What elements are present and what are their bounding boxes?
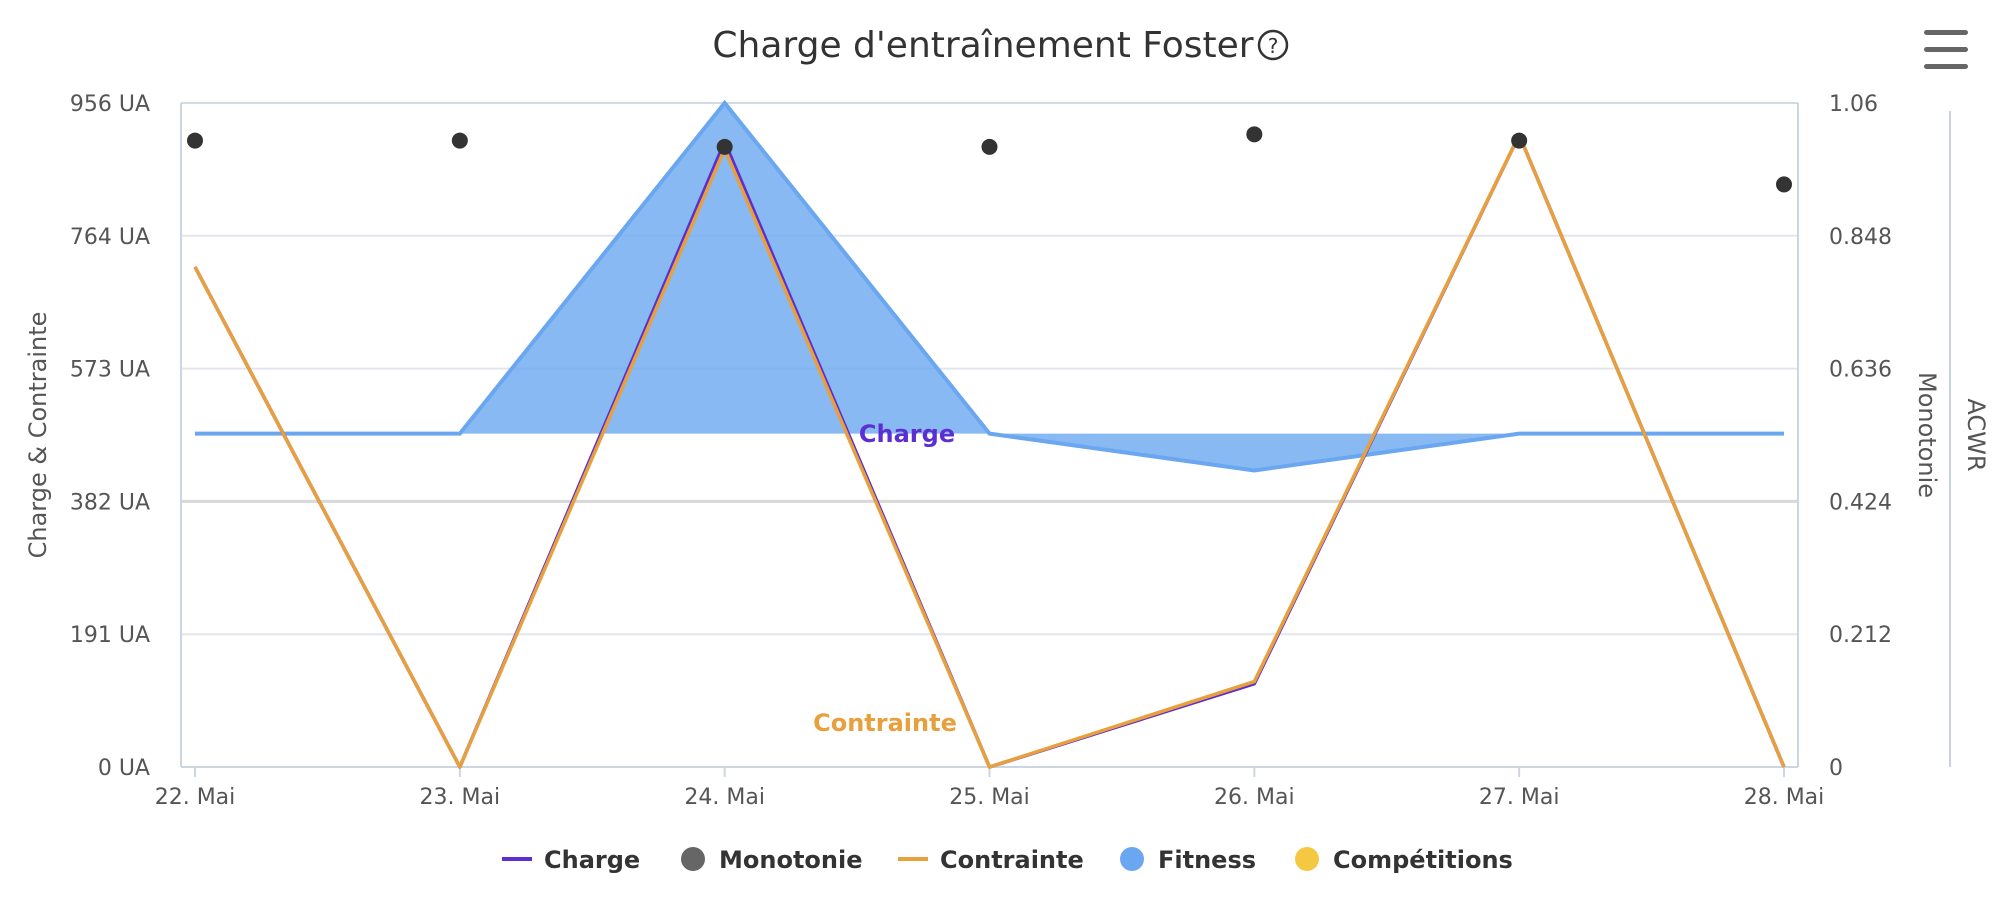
- x-tick-label: 28. Mai: [1744, 785, 1825, 810]
- legend-symbol-dot: [1120, 847, 1144, 871]
- legend-symbol-dot: [681, 847, 705, 871]
- legend-symbol-dot: [1295, 847, 1319, 871]
- x-tick-label: 23. Mai: [420, 785, 501, 810]
- legend-label: Fitness: [1158, 846, 1256, 874]
- y-right-tick-label: 0.424: [1829, 490, 1892, 515]
- y-axis-right-monotonie-title: Monotonie: [1913, 372, 1941, 498]
- monotonie-point[interactable]: [1776, 176, 1792, 193]
- fitness-area: [195, 99, 1784, 473]
- help-circle-icon[interactable]: ?: [1257, 29, 1289, 61]
- legend-label: Contrainte: [940, 846, 1084, 874]
- x-tick-label: 22. Mai: [155, 785, 236, 810]
- legend-item-fitness[interactable]: Fitness: [1120, 846, 1256, 874]
- x-tick-label: 27. Mai: [1479, 785, 1560, 810]
- y-left-tick-label: 764 UA: [70, 225, 150, 250]
- series-labels: Charge Contrainte: [813, 420, 957, 737]
- monotonie-point[interactable]: [451, 132, 468, 149]
- y-left-tick-label: 0 UA: [98, 756, 150, 781]
- legend-item-charge[interactable]: Charge: [502, 846, 640, 874]
- monotonie-point[interactable]: [981, 138, 998, 155]
- y-left-tick-label: 573 UA: [70, 358, 150, 383]
- x-tick-label: 25. Mai: [949, 785, 1030, 810]
- legend-label: Charge: [544, 846, 640, 874]
- contrainte-series-label: Contrainte: [813, 709, 957, 737]
- series-lines: [193, 133, 1786, 769]
- legend: Charge Monotonie Contrainte Fitness Compétit…: [502, 846, 1513, 874]
- hamburger-menu-icon[interactable]: [1922, 27, 1970, 69]
- y-right-tick-label: 0.212: [1829, 623, 1892, 648]
- monotonie-point[interactable]: [716, 138, 733, 155]
- y-axis-right-acwr-title: ACWR: [1962, 398, 1990, 471]
- y-right-tick-label: 1.06: [1829, 92, 1878, 117]
- fitness-area-fill: [195, 103, 1784, 471]
- y-left-tick-label: 956 UA: [70, 92, 150, 117]
- fitness-line: [195, 99, 1784, 473]
- legend-item-contrainte[interactable]: Contrainte: [898, 846, 1084, 874]
- y-axis-left-title: Charge & Contrainte: [24, 312, 52, 559]
- monotonie-point[interactable]: [187, 132, 203, 149]
- monotonie-points: [187, 126, 1792, 193]
- charge-series-label: Charge: [859, 420, 955, 448]
- axes: 0 UA 0 191 UA 0.212 382 UA 0.424 573 UA 0.636 76…: [70, 92, 1892, 810]
- svg-text:?: ?: [1268, 34, 1279, 58]
- y-right-tick-label: 0.848: [1829, 225, 1892, 250]
- x-tick-label: 26. Mai: [1214, 785, 1295, 810]
- legend-label: Compétitions: [1333, 846, 1513, 874]
- y-left-tick-label: 191 UA: [70, 623, 150, 648]
- y-left-tick-label: 382 UA: [70, 490, 150, 515]
- monotonie-point[interactable]: [1246, 126, 1263, 143]
- legend-label: Monotonie: [719, 846, 863, 874]
- grid: [181, 102, 1798, 636]
- chart-title: Charge d'entraînement Foster: [712, 25, 1253, 66]
- y-right-tick-label: 0.636: [1829, 358, 1892, 383]
- monotonie-point[interactable]: [1511, 132, 1528, 149]
- charge-line: [193, 133, 1786, 769]
- legend-item-compétitions[interactable]: Compétitions: [1295, 846, 1513, 874]
- x-tick-label: 24. Mai: [684, 785, 765, 810]
- contrainte-line: [193, 133, 1786, 769]
- y-right-tick-label: 0: [1829, 756, 1843, 781]
- legend-item-monotonie[interactable]: Monotonie: [681, 846, 863, 874]
